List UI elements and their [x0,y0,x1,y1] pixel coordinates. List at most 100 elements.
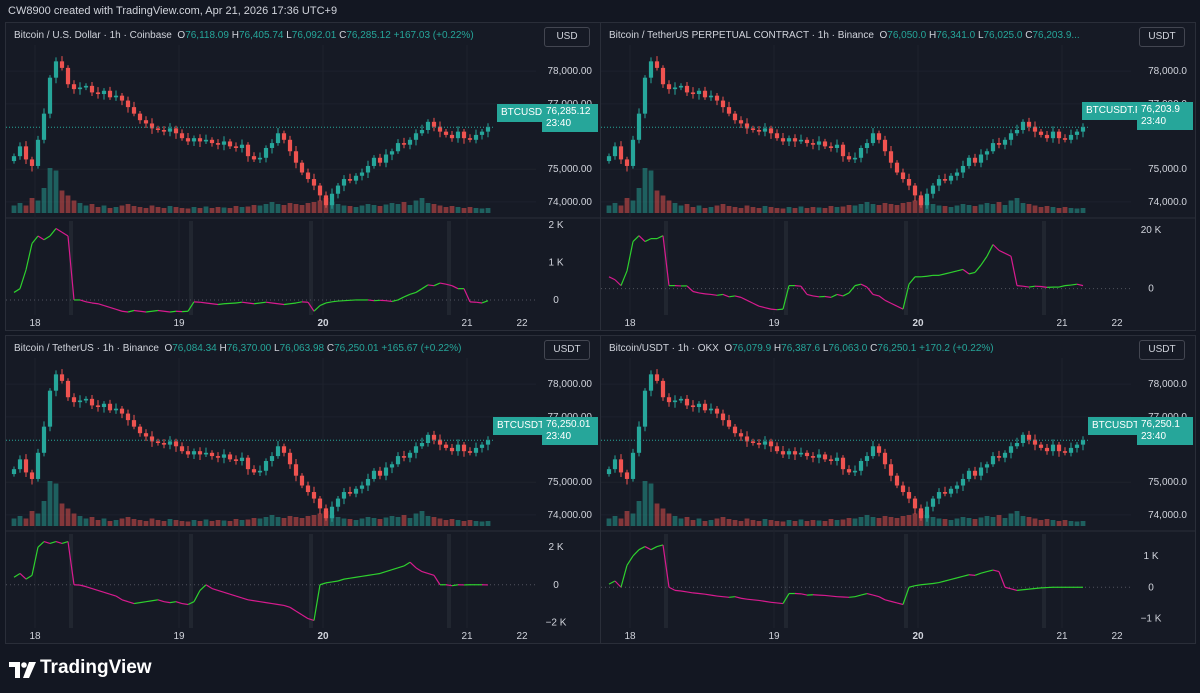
symbol-legend: Bitcoin / U.S. Dollar · 1h · Coinbase O7… [14,30,474,41]
oscillator-segment [361,574,369,577]
volume-bar [1068,521,1074,526]
volume-bar [11,205,17,213]
volume-bar [233,519,239,526]
oscillator-segment [403,561,411,567]
oscillator-segment [133,309,141,312]
volume-bar [431,204,437,213]
volume-bar [1074,208,1080,213]
chart-canvas[interactable]: 78,000.077,000.075,000.074,000.020 K0181… [601,23,1196,331]
candle-body [834,144,840,148]
volume-bar [221,207,227,213]
candle-body [918,508,924,519]
volume-bar [425,516,431,526]
candle-body [353,488,359,494]
symbol-price-tag: BTCUSDT [1088,417,1144,435]
oscillator-segment [806,293,814,297]
volume-bar [906,515,912,526]
volume-bar [606,518,612,526]
last-price-tag: 76,250.1 23:40 [1137,417,1193,445]
oscillator-segment [235,301,243,304]
oscillator-segment [866,286,874,295]
volume-bar [359,205,365,213]
oscillator-segment [391,567,399,571]
oscillator-segment [313,584,321,621]
candle-body [287,452,293,465]
oscillator-segment [13,572,21,578]
candle-body [1038,131,1044,135]
volume-bar [1008,200,1014,213]
volume-bar [1074,521,1080,526]
candle-body [1038,444,1044,448]
currency-button[interactable]: USDT [1139,27,1185,47]
volume-bar [23,518,29,526]
candle-body [419,443,425,447]
volume-bar [65,195,71,213]
currency-button[interactable]: USDT [544,340,590,360]
candle-body [287,139,293,152]
volume-bar [83,205,89,213]
session-break [1042,534,1046,628]
volume-bar [966,205,972,213]
candle-body [900,485,906,493]
candle-body [774,133,780,139]
volume-bar [678,518,684,526]
candle-body [816,454,822,458]
candle-body [389,151,395,155]
candle-body [1074,444,1080,448]
volume-bar [185,208,191,213]
candle-body [113,95,119,98]
chart-panel-binance-perp[interactable]: 78,000.077,000.075,000.074,000.020 K0181… [600,22,1196,331]
volume-bar [275,204,281,213]
volume-bar [936,518,942,526]
candle-body [455,444,461,452]
chart-canvas[interactable]: 78,000.077,000.075,000.074,000.01 K0−1 K… [601,336,1196,644]
currency-button[interactable]: USDT [1139,340,1185,360]
volume-bar [630,200,636,213]
oscillator-segment [115,308,123,312]
oscillator-segment [307,618,315,622]
volume-bar [1056,521,1062,526]
oscillator-segment [728,596,736,598]
currency-button[interactable]: USD [544,27,590,47]
candle-body [1068,447,1074,453]
volume-bar [395,204,401,213]
legend-high: 76,370.00 [226,343,272,354]
candle-body [479,444,485,448]
oscillator-segment [193,590,201,602]
oscillator-segment [1028,587,1036,590]
candle-body [1074,131,1080,135]
volume-bar [954,518,960,526]
volume-bar [347,519,353,526]
volume-bar [437,518,443,526]
volume-bar [347,206,353,213]
oscillator-segment [848,285,856,294]
volume-bar [606,205,612,213]
volume-bar [359,518,365,526]
candle-body [161,443,167,445]
legend-high: 76,405.74 [238,30,284,41]
candle-body [437,126,443,132]
oscillator-segment [61,231,69,237]
volume-bar [275,517,281,526]
time-axis-label: 19 [173,631,185,642]
volume-bar [870,517,876,526]
oscillator-segment [439,282,447,285]
volume-bar [1014,198,1020,213]
candle-body [918,195,924,206]
legend-open: 76,118.09 [185,30,229,41]
candle-body [906,179,912,186]
volume-bar [672,516,678,526]
candle-body [83,85,89,88]
candle-body [395,456,401,465]
volume-bar [768,207,774,213]
candle-body [852,470,858,473]
volume-bar [173,207,179,213]
volume-bar [1032,205,1038,213]
chart-panel-okx[interactable]: 78,000.077,000.075,000.074,000.01 K0−1 K… [600,335,1196,644]
candle-body [47,77,53,114]
volume-bar [888,517,894,526]
